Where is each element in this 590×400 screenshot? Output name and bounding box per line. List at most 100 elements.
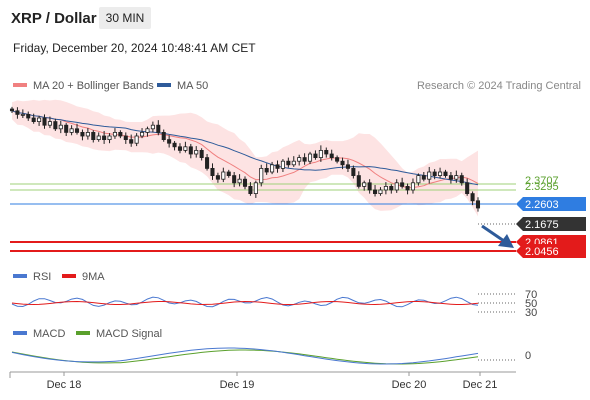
candle xyxy=(475,200,481,209)
macd-zero-label: 0 xyxy=(525,350,531,362)
candle xyxy=(335,157,340,162)
bollinger-band-layer xyxy=(12,99,478,217)
candle xyxy=(356,175,361,187)
candle xyxy=(118,131,123,137)
ma20-swatch xyxy=(13,83,27,88)
candle xyxy=(237,178,242,184)
candle xyxy=(280,160,285,169)
candle xyxy=(134,135,139,144)
ma50-swatch xyxy=(157,83,171,88)
candle xyxy=(31,117,36,122)
candle xyxy=(232,175,237,184)
candle xyxy=(80,131,85,137)
candle xyxy=(37,117,42,122)
candle xyxy=(362,182,367,187)
candle xyxy=(129,139,134,144)
candle xyxy=(112,131,117,137)
rsi-line xyxy=(11,296,479,308)
legend-ma20: MA 20 + Bollinger Bands xyxy=(13,80,154,92)
candle xyxy=(470,193,475,202)
level-lines-layer xyxy=(10,183,516,252)
candle xyxy=(15,110,20,115)
chart-header: XRP / Dollar 30 MIN xyxy=(0,0,590,36)
rsi-level-label: 30 xyxy=(525,307,537,319)
candle xyxy=(259,167,264,184)
candle xyxy=(253,182,258,195)
price-tag-5 xyxy=(516,244,586,258)
candle xyxy=(64,124,69,133)
macd-line xyxy=(11,347,479,365)
candle xyxy=(351,167,356,176)
candle xyxy=(226,171,231,176)
candle xyxy=(26,114,31,119)
candle xyxy=(199,149,204,158)
legend-macd: MACD xyxy=(13,328,65,340)
candle xyxy=(291,160,296,166)
candle xyxy=(9,108,15,112)
candle xyxy=(405,185,410,191)
level-label-1: 2.3295 xyxy=(525,181,559,193)
candle xyxy=(242,178,248,187)
candle xyxy=(210,167,215,176)
price-tag-2 xyxy=(516,197,586,211)
candle xyxy=(102,135,107,140)
macd-panel: 0 xyxy=(11,347,531,365)
rsi-level-label: 70 xyxy=(525,289,537,301)
candle xyxy=(183,146,188,151)
rsi-9ma-line xyxy=(11,300,479,306)
time-axis: Dec 18 Dec 19 Dec 20 Dec 21 xyxy=(9,371,516,391)
candle xyxy=(96,135,101,140)
candle xyxy=(454,175,459,180)
signal-label: MACD Signal xyxy=(96,328,163,340)
candle xyxy=(74,128,80,133)
rsi-swatch xyxy=(13,274,27,279)
candle xyxy=(432,171,437,176)
candle xyxy=(345,164,350,169)
candle xyxy=(145,128,150,133)
macd-label: MACD xyxy=(33,328,66,340)
candle xyxy=(307,153,313,162)
forecast-arrow-shaft xyxy=(481,224,505,243)
x-tick-label: Dec 21 xyxy=(463,379,498,391)
candle xyxy=(205,157,210,169)
ma20-label: MA 20 + Bollinger Bands xyxy=(33,80,154,92)
timeframe-button[interactable]: 30 MIN xyxy=(99,7,151,29)
candle xyxy=(42,117,47,126)
candle xyxy=(123,135,128,140)
candle xyxy=(383,185,388,191)
forecast-arrow-layer xyxy=(481,224,514,248)
rsi-level-label: 50 xyxy=(525,298,537,310)
candle xyxy=(150,124,155,130)
candle xyxy=(85,131,90,137)
candle xyxy=(448,175,453,180)
candle xyxy=(221,171,226,180)
candle xyxy=(394,182,399,191)
candle xyxy=(416,175,421,184)
ma50-line xyxy=(11,110,479,186)
candle xyxy=(400,182,405,187)
candle xyxy=(177,146,183,151)
candle xyxy=(427,171,432,180)
legend-9ma: 9MA xyxy=(62,271,105,283)
macd-swatch xyxy=(13,331,27,336)
candle xyxy=(421,175,426,180)
candle xyxy=(69,128,74,133)
candle xyxy=(275,164,280,169)
x-tick-label: Dec 20 xyxy=(392,379,427,391)
candle xyxy=(302,157,307,162)
candle xyxy=(91,131,96,140)
candle xyxy=(378,189,383,194)
candle xyxy=(215,175,220,180)
candle xyxy=(53,121,58,130)
candles-layer xyxy=(9,106,481,212)
candle xyxy=(167,139,172,144)
candle xyxy=(329,153,334,158)
candle xyxy=(270,164,275,173)
candle xyxy=(47,121,52,126)
price-tag-label-2: 2.2603 xyxy=(525,199,559,211)
level-label-0: 2.3707 xyxy=(525,175,559,187)
x-tick-label: Dec 18 xyxy=(47,379,82,391)
candle xyxy=(443,171,448,176)
